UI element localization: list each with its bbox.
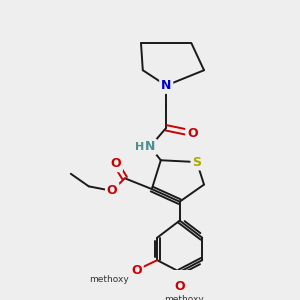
Text: N: N — [161, 79, 171, 92]
Text: H: H — [135, 142, 144, 152]
Text: methoxy: methoxy — [164, 295, 204, 300]
Text: O: O — [107, 184, 118, 197]
Text: O: O — [174, 280, 185, 293]
Text: O: O — [110, 158, 121, 170]
Text: S: S — [192, 156, 201, 169]
Text: O: O — [187, 127, 198, 140]
Text: O: O — [131, 264, 142, 277]
Text: N: N — [145, 140, 155, 153]
Text: methoxy: methoxy — [90, 274, 129, 284]
